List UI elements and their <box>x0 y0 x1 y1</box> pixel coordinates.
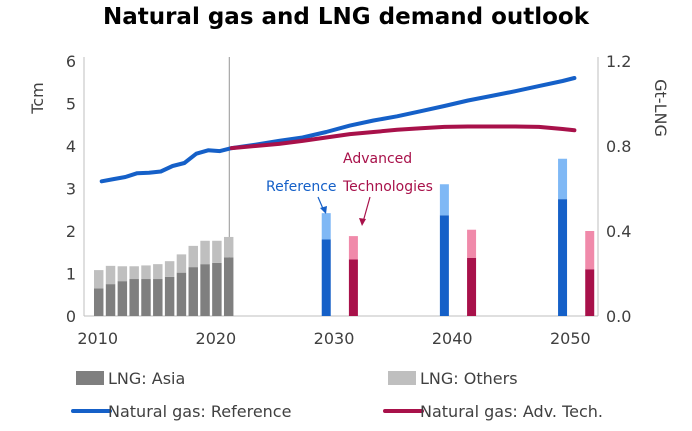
bar-lng-others-advtech <box>467 229 477 258</box>
x-tick-label: 2040 <box>432 329 473 348</box>
bar-lng-asia-history <box>212 262 222 316</box>
bar-lng-others-history <box>117 266 128 282</box>
bar-lng-others-history <box>164 261 175 277</box>
bar-lng-asia-reference <box>321 239 331 316</box>
bar-lng-others-history <box>93 270 104 289</box>
legend-natural-gas-adv-tech-label: Natural gas: Adv. Tech. <box>420 402 603 421</box>
left-tick-label: 3 <box>66 180 76 199</box>
right-tick-label: 0.8 <box>606 137 631 156</box>
bar-lng-others-reference <box>439 184 449 216</box>
chart-title: Natural gas and LNG demand outlook <box>102 4 590 30</box>
annotation-reference: Reference <box>266 179 337 195</box>
left-tick-label: 1 <box>66 265 76 284</box>
bar-lng-others-history <box>223 236 234 258</box>
annotation-advtech-arrowhead <box>359 218 366 226</box>
right-tick-label: 0.4 <box>606 222 631 241</box>
left-axis-title: Tcm <box>28 82 47 114</box>
bar-lng-others-history <box>129 266 139 280</box>
bar-lng-others-history <box>176 254 187 273</box>
bar-lng-asia-reference <box>558 199 568 316</box>
left-tick-label: 4 <box>66 137 76 156</box>
bar-lng-others-history <box>105 265 116 285</box>
x-tick-label: 2050 <box>550 329 591 348</box>
line-natural-gas-adv-tech <box>229 124 577 151</box>
bar-lng-asia-history <box>164 276 175 316</box>
bar-lng-asia-history <box>93 288 104 316</box>
bar-lng-others-history <box>153 264 163 280</box>
x-tick-label: 2030 <box>314 329 355 348</box>
legend-lng-asia-label: LNG: Asia <box>108 369 185 388</box>
bar-lng-others-reference <box>321 213 331 240</box>
legend-lng-asia-swatch <box>76 371 104 385</box>
bar-lng-others-history <box>188 245 198 268</box>
left-tick-label: 0 <box>66 307 76 326</box>
right-axis-title: Gt-LNG <box>651 79 670 137</box>
bar-lng-asia-history <box>188 267 198 316</box>
legend-lng-others-label: LNG: Others <box>420 369 518 388</box>
bar-lng-asia-history <box>153 279 163 316</box>
bar-lng-asia-history <box>129 279 139 316</box>
annotation-advanced: Advanced <box>343 151 412 167</box>
bar-lng-others-reference <box>558 158 568 200</box>
bar-lng-others-history <box>212 240 222 263</box>
annotation-advtech-arrow <box>362 196 371 223</box>
legend-natural-gas-reference-label: Natural gas: Reference <box>108 402 291 421</box>
annotation-technologies: Technologies <box>342 179 433 195</box>
left-tick-label: 5 <box>66 95 76 114</box>
right-tick-label: 0.0 <box>606 307 631 326</box>
bar-lng-asia-advtech <box>585 269 595 316</box>
x-tick-label: 2010 <box>77 329 118 348</box>
x-tick-label: 2020 <box>196 329 237 348</box>
bar-lng-asia-history <box>117 281 128 316</box>
bar-lng-asia-history <box>141 279 151 316</box>
annotation-reference-arrowhead <box>320 206 327 214</box>
bar-lng-asia-advtech <box>348 259 358 316</box>
bar-lng-others-history <box>200 240 210 265</box>
bar-lng-asia-history <box>176 272 187 316</box>
bar-lng-others-history <box>141 265 151 280</box>
bar-lng-others-advtech <box>585 231 595 270</box>
bar-lng-asia-history <box>200 264 210 316</box>
bar-lng-asia-reference <box>439 215 449 316</box>
left-tick-label: 2 <box>66 222 76 241</box>
legend-lng-others-swatch <box>388 371 416 385</box>
bar-lng-asia-advtech <box>467 257 477 316</box>
bar-lng-asia-history <box>105 284 116 316</box>
bar-lng-asia-history <box>223 257 234 316</box>
right-tick-label: 1.2 <box>606 52 631 71</box>
line-natural-gas-reference <box>99 76 577 184</box>
left-tick-label: 6 <box>66 52 76 71</box>
bar-lng-others-advtech <box>348 236 358 260</box>
